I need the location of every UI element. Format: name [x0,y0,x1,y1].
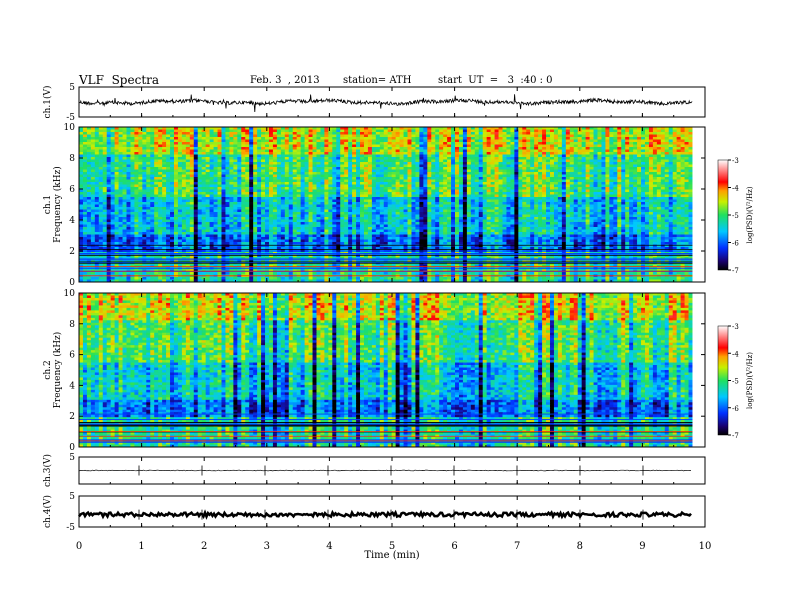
colorbar-tick-label: -4 [732,350,739,358]
x-tick-label: 6 [451,541,457,552]
ch2-spectrogram-panel: 0 2 4 6 8 10 ch.2 Frequency (kHz) [43,289,706,453]
y-tick-label: 4 [69,381,75,391]
y-tick-label: 5 [69,83,75,93]
colorbar-tick-label: -4 [732,185,739,193]
y-tick-label: 8 [69,320,75,330]
x-tick-label: 10 [699,541,712,552]
ch4-waveform-panel: 5 -5 ch.4(V) [42,492,706,533]
colorbar-tick-label: -5 [732,212,739,220]
y-tick-label: 8 [69,154,75,164]
colorbar-tick-label: -6 [732,240,739,248]
x-tick-label: 8 [577,541,583,552]
x-tick-label: 3 [264,541,270,552]
ch1-waveform-ylabel: ch.1(V) [42,86,53,119]
ch2-spectrogram-ylabel: Frequency (kHz) [52,332,63,409]
y-tick-label: 6 [69,351,75,361]
station-label: station= ATH [343,75,412,86]
colorbar-tick-label: -5 [732,378,739,386]
y-tick-label: -5 [66,523,75,533]
y-tick-label: 10 [64,289,76,299]
ch4-waveform-trace [78,509,692,520]
x-tick-label: 2 [201,541,207,552]
x-tick-label: 0 [76,541,82,552]
colorbar-gradient [717,159,729,271]
x-axis-label: Time (min) [364,550,419,561]
start-time-label: start UT = 3 :40 : 0 [438,75,553,86]
ch1-spectrogram-ylabel: ch.1 [43,195,53,214]
ch1-spectrogram-panel: 0 2 4 6 8 10 ch.1 Frequency (kHz) [43,123,706,288]
ch2-spectrogram-ylabel: ch.2 [43,360,53,379]
colorbar-label: log(PSD)(V²/Hz) [746,186,754,243]
y-tick-label: 10 [64,123,76,133]
x-tick-label: 5 [389,541,395,552]
y-tick-label: 6 [69,185,75,195]
colorbar-gradient [717,325,729,436]
colorbar-tick-label: -7 [732,267,739,275]
colorbar-tick-label: -7 [732,432,739,440]
ch1-waveform-trace [79,94,693,113]
ch1-spectrogram-ylabel: Frequency (kHz) [52,166,63,243]
colorbar-tick-label: -6 [732,405,739,413]
x-tick-label: 4 [326,541,332,552]
y-tick-label: 5 [69,492,75,502]
y-tick-label: 0 [69,443,75,453]
ch3-waveform-trace [78,469,691,472]
x-tick-label: 9 [639,541,645,552]
y-tick-label: 4 [69,216,75,226]
date-label: Feb. 3 , 2013 [250,75,320,86]
colorbar-ch1: -3 -4 -5 -6 -7 log(PSD)(V²/Hz) [717,157,754,275]
y-tick-label: 0 [69,278,75,288]
colorbar-ch2: -3 -4 -5 -6 -7 log(PSD)(V²/Hz) [717,323,754,440]
ch4-waveform-frame [78,495,706,528]
chart-title: VLF Spectra [79,73,160,87]
ch3-waveform-panel: 5 ch.3(V) [42,453,706,487]
ch4-waveform-ylabel: ch.4(V) [42,495,53,528]
y-tick-label: -5 [66,113,75,123]
ch1-waveform-panel: 5 -5 ch.1(V) [42,83,706,123]
ch3-waveform-ylabel: ch.3(V) [42,454,53,487]
y-tick-label: 2 [69,247,75,257]
x-tick-label: 1 [138,541,144,552]
colorbar-tick-label: -3 [732,157,739,165]
y-tick-label: 5 [69,453,75,463]
x-tick-label: 7 [514,541,520,552]
colorbar-tick-label: -3 [732,323,739,331]
y-tick-label: 2 [69,412,75,422]
colorbar-label: log(PSD)(V²/Hz) [746,352,754,409]
time-axis: 0 1 2 3 4 5 6 7 8 9 10 Time (min) [76,541,712,561]
